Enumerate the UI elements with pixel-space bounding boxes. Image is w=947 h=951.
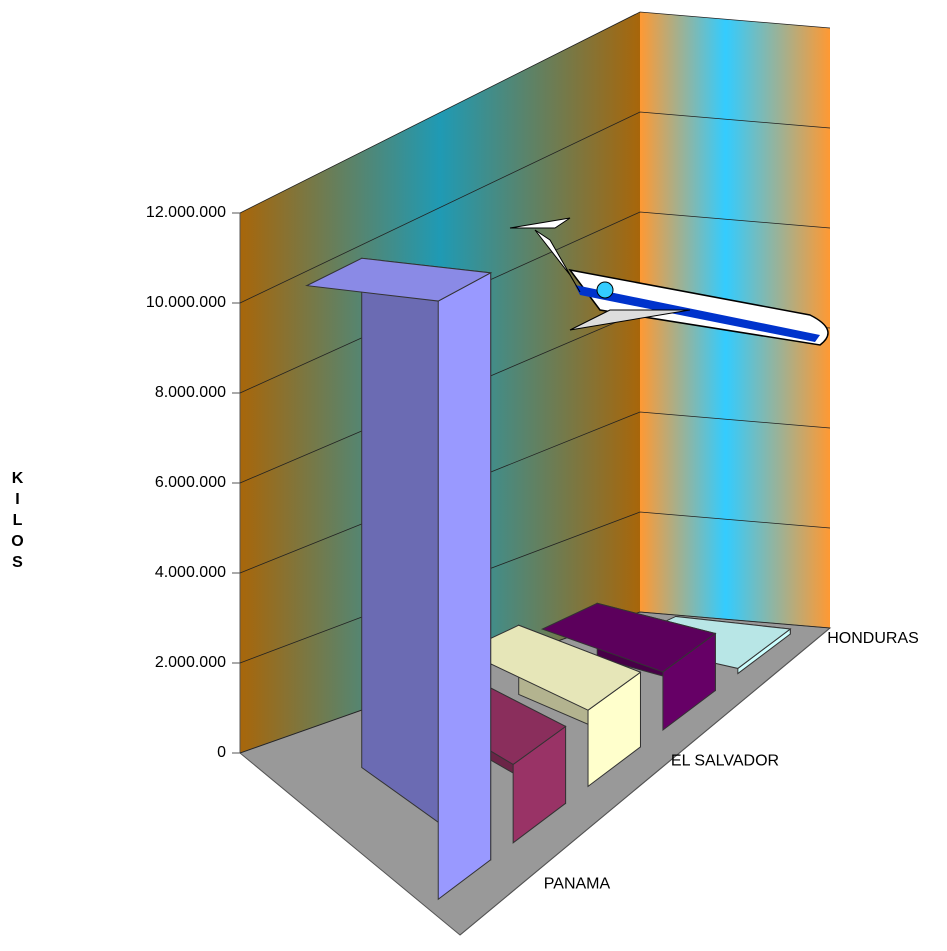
y-tick-label: 12.000.000 xyxy=(146,204,226,221)
bar-front xyxy=(437,272,492,901)
y-tick-label: 6.000.000 xyxy=(155,474,226,491)
x-tick-label: HONDURAS xyxy=(827,630,919,647)
x-axis xyxy=(459,627,831,936)
y-tick-label: 2.000.000 xyxy=(155,654,226,671)
x-tick-label: EL SALVADOR xyxy=(671,753,779,770)
grid-line xyxy=(239,11,831,214)
y-tick-label: 0 xyxy=(217,744,226,761)
bar-top xyxy=(462,624,642,711)
y-axis-title: KILOS xyxy=(9,470,26,575)
airplane xyxy=(509,217,829,346)
y-tick-label: 4.000.000 xyxy=(155,564,226,581)
y-tick-label: 10.000.000 xyxy=(146,294,226,311)
bar-top xyxy=(305,257,493,302)
bars: PANAMA EL SALVADOR HONDURAS xyxy=(305,257,919,901)
bar-top xyxy=(540,602,717,673)
x-tick-label: PANAMA xyxy=(544,876,611,893)
y-tick-label: 8.000.000 xyxy=(155,384,226,401)
grid-line xyxy=(239,111,831,304)
